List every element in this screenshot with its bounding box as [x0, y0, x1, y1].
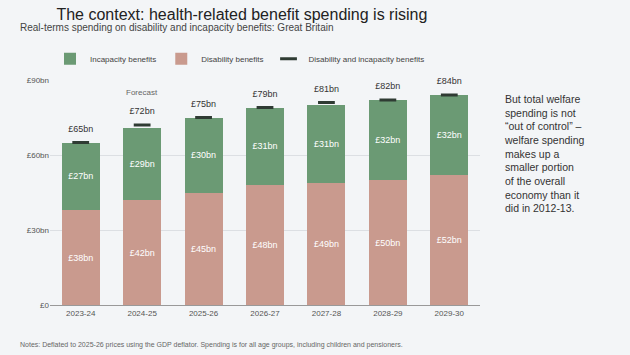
svg-text:£32bn: £32bn [375, 135, 400, 145]
svg-text:2024-25: 2024-25 [127, 309, 157, 318]
svg-text:But total welfarespending is n: But total welfarespending is not“out of … [504, 93, 585, 214]
svg-text:£52bn: £52bn [437, 235, 462, 245]
svg-text:2023-24: 2023-24 [66, 309, 96, 318]
svg-text:£42bn: £42bn [130, 248, 155, 258]
svg-text:£31bn: £31bn [252, 141, 277, 151]
svg-text:Disability benefits: Disability benefits [201, 55, 263, 64]
svg-text:£50bn: £50bn [375, 238, 400, 248]
svg-text:2028-29: 2028-29 [373, 309, 403, 318]
svg-text:£65bn: £65bn [68, 124, 93, 134]
svg-text:Disability and incapacity bene: Disability and incapacity benefits [309, 55, 425, 64]
svg-text:£30bn: £30bn [27, 226, 49, 235]
svg-text:£30bn: £30bn [191, 150, 216, 160]
svg-text:£29bn: £29bn [130, 159, 155, 169]
svg-text:£79bn: £79bn [252, 89, 277, 99]
svg-text:£60bn: £60bn [27, 151, 49, 160]
svg-text:£48bn: £48bn [252, 240, 277, 250]
svg-text:£31bn: £31bn [314, 139, 339, 149]
svg-text:£75bn: £75bn [191, 99, 216, 109]
svg-text:£90bn: £90bn [27, 76, 49, 85]
svg-text:2025-26: 2025-26 [189, 309, 219, 318]
svg-text:The context: health-related be: The context: health-related benefit spen… [56, 6, 427, 23]
svg-text:Notes: Deflated to 2025-26 pri: Notes: Deflated to 2025-26 prices using … [20, 341, 403, 349]
svg-text:£84bn: £84bn [437, 76, 462, 86]
svg-text:2027-28: 2027-28 [312, 309, 342, 318]
svg-text:£27bn: £27bn [68, 171, 93, 181]
svg-text:£81bn: £81bn [314, 84, 339, 94]
svg-text:£72bn: £72bn [130, 106, 155, 116]
svg-text:2029-30: 2029-30 [435, 309, 465, 318]
svg-text:2026-27: 2026-27 [250, 309, 280, 318]
svg-text:Incapacity benefits: Incapacity benefits [90, 55, 156, 64]
svg-text:£82bn: £82bn [375, 81, 400, 91]
svg-text:£49bn: £49bn [314, 239, 339, 249]
svg-text:Real-terms spending on disabil: Real-terms spending on disability and in… [20, 22, 334, 33]
svg-text:£0: £0 [40, 301, 49, 310]
svg-text:£38bn: £38bn [68, 253, 93, 263]
svg-text:Forecast: Forecast [126, 88, 158, 97]
svg-text:£45bn: £45bn [191, 244, 216, 254]
svg-text:£32bn: £32bn [437, 130, 462, 140]
